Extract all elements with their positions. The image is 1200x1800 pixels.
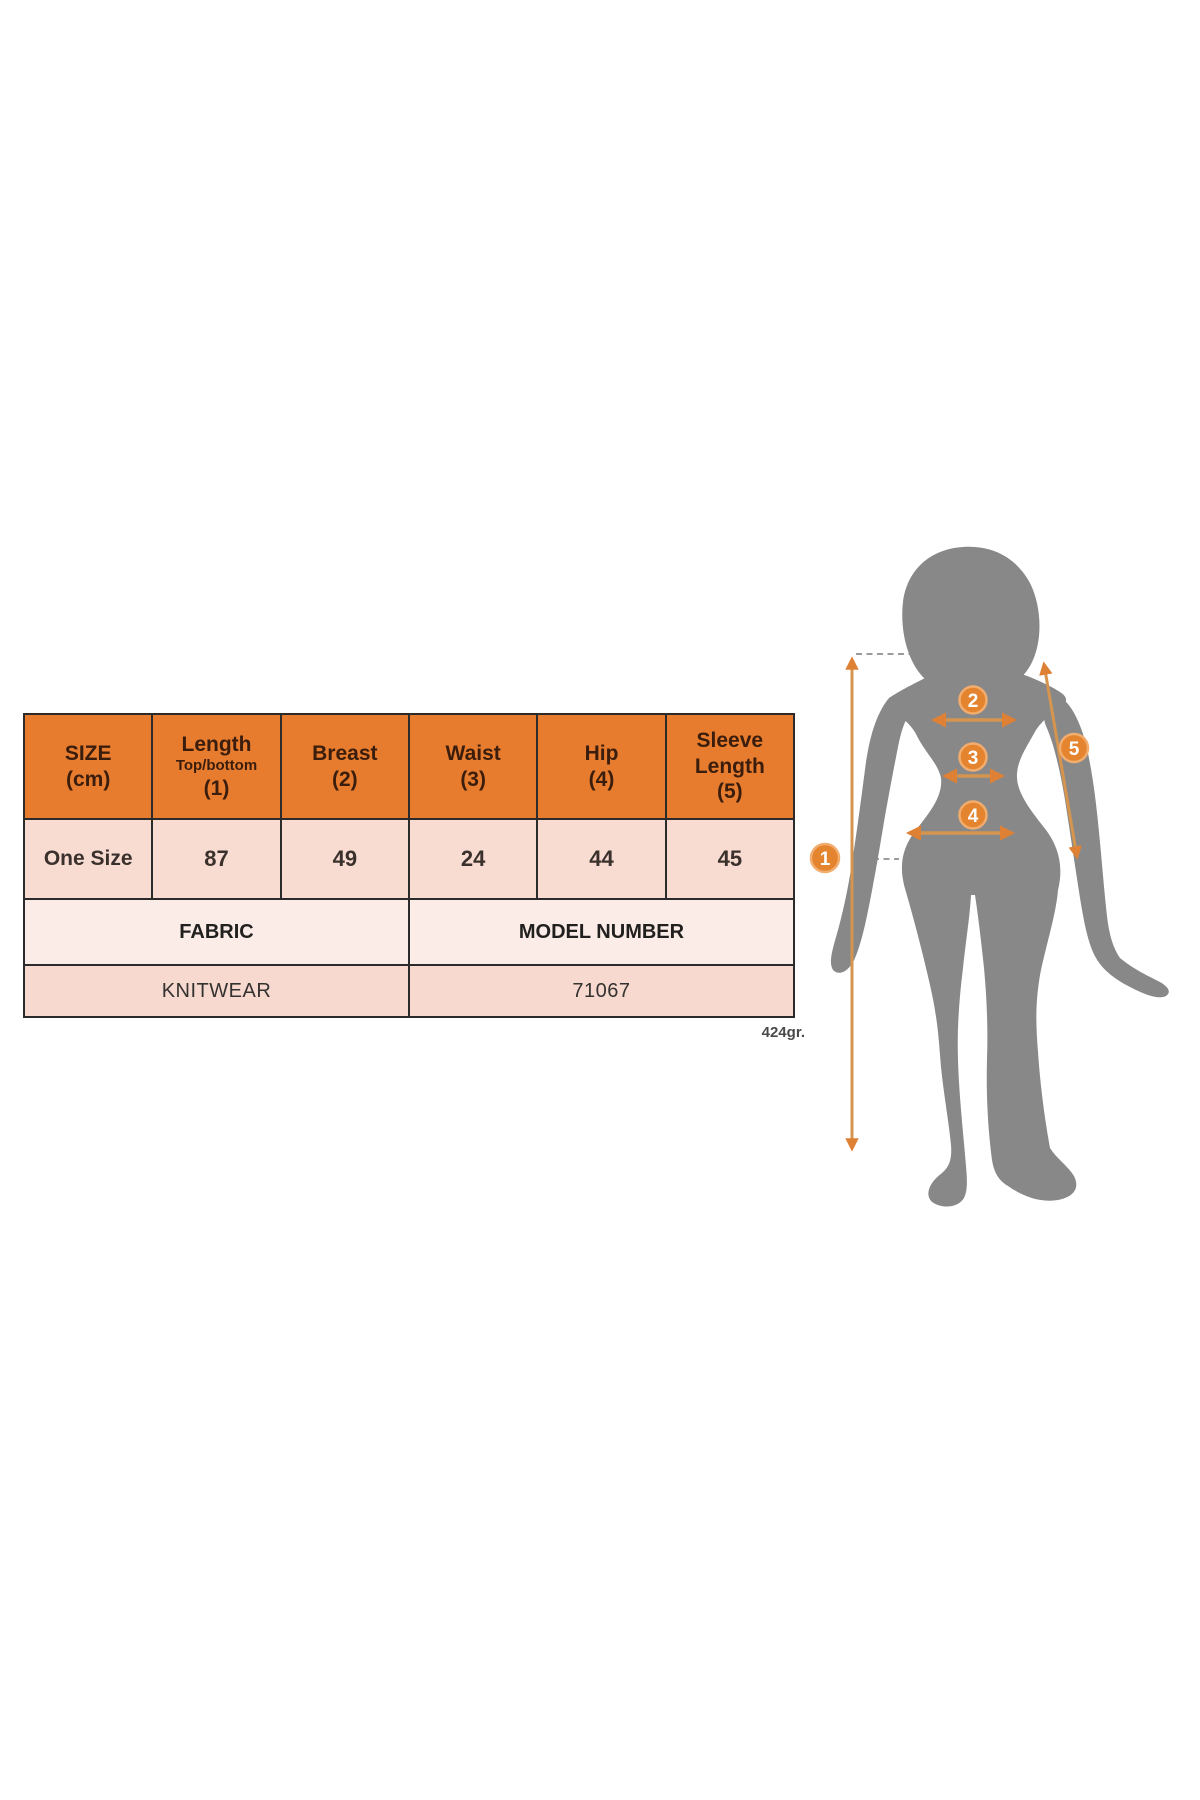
header-breast-line1: Breast (312, 741, 378, 765)
weight-note: 424gr. (761, 1024, 805, 1041)
size-label-cell: One Size (22, 818, 154, 900)
marker-1-circle (809, 842, 841, 874)
header-sleeve-line2: Length (694, 754, 765, 778)
marker-3: 3 (958, 742, 988, 772)
header-cell-breast: Breast (2) (279, 713, 410, 820)
marker-3-label: 3 (968, 748, 979, 769)
size-values-row: One Size 87 49 24 44 45 (22, 818, 796, 900)
breast-value-cell: 49 (279, 818, 410, 900)
sleeve-value-cell: 45 (664, 818, 796, 900)
header-cell-length: Length Top/bottom (1) (151, 713, 282, 820)
waist-value-cell: 24 (407, 818, 539, 900)
marker-5-circle (1058, 732, 1090, 764)
header-cell-waist: Waist (3) (407, 713, 539, 820)
model-number-label-cell: MODEL NUMBER (407, 898, 796, 966)
header-cell-sleeve: Sleeve Length (5) (664, 713, 796, 820)
header-sleeve-line3: (5) (716, 780, 743, 804)
marker-5-label: 5 (1069, 739, 1080, 760)
header-sleeve-line1: Sleeve (696, 729, 764, 753)
silhouette-body (885, 665, 1077, 1207)
header-cell-size: SIZE (cm) (22, 713, 154, 820)
header-hip-line1: Hip (584, 741, 619, 765)
hip-value-cell: 44 (536, 818, 667, 900)
header-length-line3: (1) (203, 776, 230, 800)
fabric-model-header-row: FABRIC MODEL NUMBER (23, 898, 796, 966)
header-waist-line1: Waist (445, 741, 501, 765)
header-length-line1: Length (181, 732, 252, 756)
marker-1: 1 (809, 842, 841, 874)
marker-2-circle (958, 685, 988, 715)
female-silhouette (830, 546, 1169, 1207)
marker-4-label: 4 (968, 806, 979, 827)
silhouette-head (902, 546, 1040, 697)
header-waist-line2: (3) (460, 767, 486, 791)
model-number-value-cell: 71067 (407, 964, 796, 1018)
header-cell-hip: Hip (4) (536, 713, 667, 820)
header-size-line2: (cm) (65, 767, 111, 791)
marker-5: 5 (1058, 732, 1090, 764)
fabric-value-cell: KNITWEAR (23, 964, 410, 1018)
length-value-cell: 87 (151, 818, 282, 900)
fabric-label-cell: FABRIC (23, 898, 410, 966)
silhouette-left-arm (830, 697, 911, 973)
header-breast-line2: (2) (331, 767, 358, 791)
marker-4: 4 (958, 800, 988, 830)
marker-3-circle (958, 742, 988, 772)
header-size-line1: SIZE (64, 741, 112, 765)
size-table: SIZE (cm) Length Top/bottom (1) Breast (… (22, 713, 796, 1018)
marker-1-label: 1 (820, 849, 831, 870)
fabric-model-value-row: KNITWEAR 71067 (23, 964, 796, 1018)
header-length-sub: Top/bottom (175, 757, 258, 775)
marker-2-label: 2 (968, 691, 979, 712)
size-table-header-row: SIZE (cm) Length Top/bottom (1) Breast (… (22, 713, 796, 820)
header-hip-line2: (4) (588, 767, 615, 791)
sleeve-arrow (1039, 661, 1082, 860)
marker-4-circle (958, 800, 988, 830)
marker-2: 2 (958, 685, 988, 715)
